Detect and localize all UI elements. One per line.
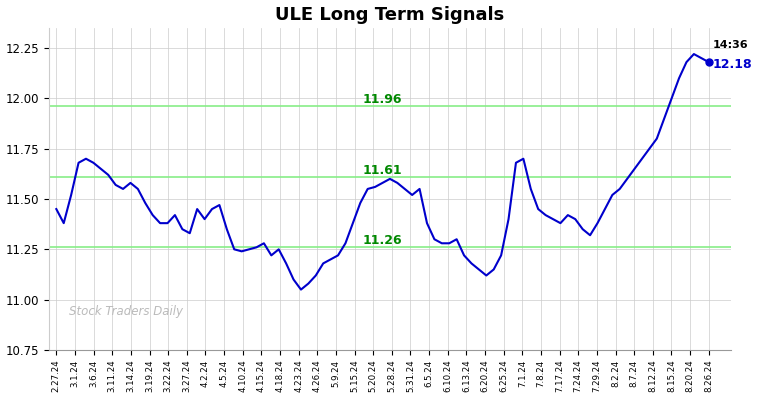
Title: ULE Long Term Signals: ULE Long Term Signals (275, 6, 505, 23)
Text: Stock Traders Daily: Stock Traders Daily (69, 305, 183, 318)
Text: 14:36: 14:36 (713, 40, 749, 50)
Text: 11.96: 11.96 (363, 94, 402, 106)
Text: 12.18: 12.18 (713, 58, 753, 71)
Text: 11.26: 11.26 (363, 234, 402, 247)
Text: 11.61: 11.61 (363, 164, 402, 177)
